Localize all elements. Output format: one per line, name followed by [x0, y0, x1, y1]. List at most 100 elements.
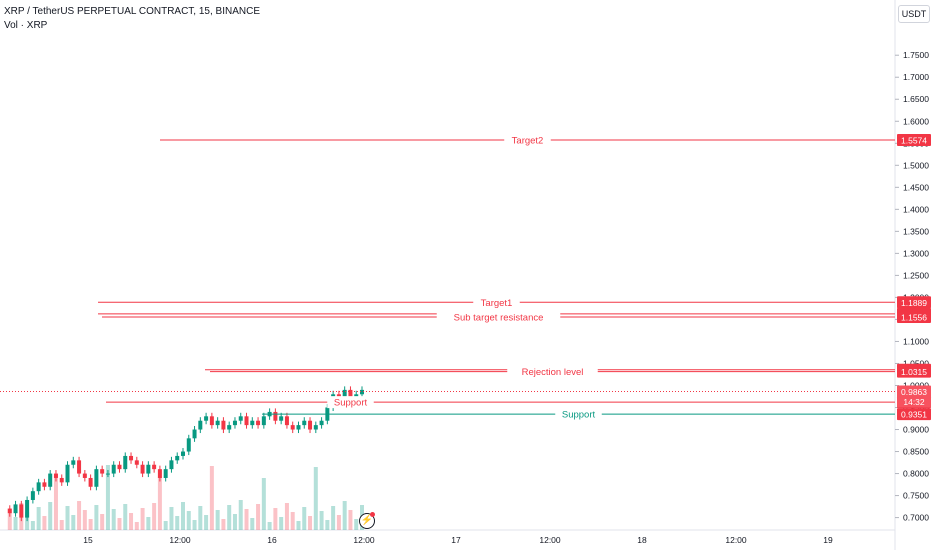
candle-body [238, 416, 243, 421]
volume-bar [181, 502, 185, 530]
volume-bar [157, 477, 162, 530]
y-tick-label: 0.7500 [903, 491, 929, 501]
candle-body [302, 420, 307, 426]
candle-body [348, 389, 353, 399]
candle-body [256, 420, 261, 426]
volume-bar [238, 500, 243, 530]
candle-body [59, 477, 64, 483]
volume-bar [302, 507, 307, 530]
candle-body [186, 438, 191, 452]
candle-body [215, 420, 220, 426]
volume-bar [48, 502, 53, 530]
x-tick-label: 19 [823, 535, 833, 545]
volume-bar [82, 510, 87, 530]
candle-body [227, 425, 232, 430]
volume-bar [94, 505, 99, 530]
candle-body [342, 389, 347, 399]
candle-body [129, 455, 134, 461]
volume-bar [100, 514, 105, 530]
alert-badge-dot [370, 512, 375, 517]
candle-body [360, 389, 364, 395]
volume-bar [348, 510, 353, 530]
y-tick-label: 1.0500 [903, 358, 929, 368]
y-tick-label: 1.4000 [903, 204, 929, 214]
level-label-bg [507, 365, 598, 378]
volume-bar [250, 518, 255, 530]
y-tick-label: 1.3500 [903, 226, 929, 236]
price-tag-label: 1.0315 [901, 367, 927, 377]
price-tag-bg [897, 408, 931, 421]
level-label: Target1 [481, 298, 513, 309]
price-tag-label: 0.9351 [901, 410, 927, 420]
volume-bar [232, 514, 237, 530]
candle-body [261, 416, 266, 426]
candle-body [169, 460, 174, 470]
candle-body [192, 429, 197, 439]
volume-bar [215, 510, 220, 530]
candle-body [232, 420, 237, 426]
volume-bar [198, 506, 203, 530]
y-tick-label: 1.7000 [903, 72, 929, 82]
volume-bar [273, 508, 278, 530]
candle-body [36, 482, 41, 492]
price-tag-label: 1.1556 [901, 312, 927, 322]
candle-body [94, 469, 99, 487]
y-tick-label: 1.0000 [903, 380, 929, 390]
candle-body [88, 477, 93, 487]
candle-body [117, 464, 122, 470]
y-tick-label: 1.2500 [903, 270, 929, 280]
volume-bar [244, 509, 249, 530]
candle-body [123, 455, 128, 470]
candle-body [296, 425, 301, 430]
y-tick-label: 1.6000 [903, 116, 929, 126]
volume-bar [296, 521, 301, 530]
volume-bar [123, 504, 128, 530]
volume-bar [319, 511, 324, 530]
volume-bar [169, 507, 174, 530]
volume-bar [221, 519, 226, 530]
volume-bar [256, 504, 261, 530]
candle-body [100, 469, 105, 474]
y-tick-label: 0.9000 [903, 425, 929, 435]
volume-bar [53, 476, 58, 530]
level-label-bg [504, 134, 551, 147]
price-tag-bg [897, 310, 931, 323]
volume-bar [336, 515, 341, 530]
x-tick-label: 17 [451, 535, 461, 545]
volume-bar [59, 520, 64, 530]
candle-body [273, 411, 278, 421]
volume-bar [342, 501, 347, 530]
candle-body [53, 473, 58, 478]
volume-bar [42, 516, 47, 530]
price-tag-label: 1.1889 [901, 298, 927, 308]
candle-body [290, 425, 295, 430]
candle-body [284, 416, 289, 426]
candle-body [30, 491, 35, 500]
volume-bar [146, 517, 151, 530]
volume-bar [284, 503, 289, 530]
price-tag-bg [897, 365, 931, 378]
volume-bar [36, 507, 41, 530]
current-price-label: 0.9863 [901, 387, 927, 397]
candle-body [65, 464, 70, 483]
x-tick-label: 16 [267, 535, 277, 545]
alert-icon[interactable]: ⚡ [359, 512, 375, 529]
candle-body [308, 420, 313, 430]
candle-body [181, 451, 185, 456]
candle-body [146, 464, 151, 474]
volume-bar [209, 466, 214, 530]
volume-bar [140, 508, 145, 530]
level-label: Support [334, 398, 368, 409]
candle-body [175, 455, 180, 461]
y-tick-label: 1.6500 [903, 94, 929, 104]
price-tag-bg [897, 296, 931, 309]
candle-body [244, 416, 249, 426]
level-label-bg [436, 310, 561, 323]
y-tick-label: 1.3000 [903, 248, 929, 258]
volume-bars [7, 465, 364, 530]
volume-bar [227, 505, 232, 530]
volume-bar [186, 511, 191, 530]
currency-button[interactable]: USDT [898, 5, 930, 23]
level-label: Support [562, 410, 596, 421]
